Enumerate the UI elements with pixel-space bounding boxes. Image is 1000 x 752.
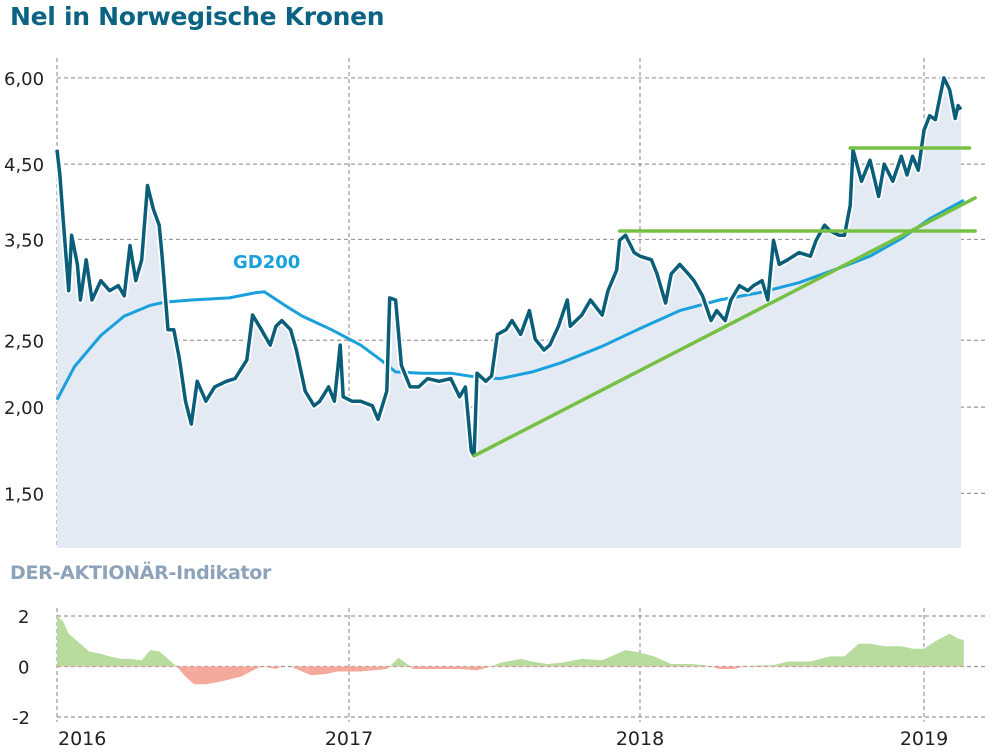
- x-tick-label: 2017: [325, 728, 373, 750]
- indicator-plot: [57, 616, 964, 685]
- gd200-line: [55, 198, 965, 401]
- price-area: [57, 77, 961, 549]
- y-tick-label: 2,50: [4, 331, 44, 352]
- chart-title: Nel in Norwegische Kronen: [10, 2, 385, 31]
- indicator-y-tick-label: 2: [18, 607, 29, 628]
- main-plot: [53, 74, 977, 549]
- x-tick-label: 2019: [900, 728, 948, 750]
- x-tick-label: 2016: [58, 728, 106, 750]
- indicator-title: DER-AKTIONÄR-Indikator: [10, 562, 272, 584]
- axis-labels: 6,00 4,50 3,50 2,50 2,00 1,50 2 0 -2 2016 2017 2018…: [4, 69, 948, 750]
- indicator-negative-area: [57, 666, 964, 685]
- y-tick-label: 2,00: [4, 398, 44, 419]
- indicator-y-tick-label: -2: [12, 708, 30, 729]
- x-tick-label: 2018: [616, 728, 664, 750]
- y-tick-label: 1,50: [4, 484, 44, 505]
- y-tick-label: 6,00: [4, 69, 44, 90]
- indicator-positive-area: [57, 616, 964, 666]
- y-tick-label: 3,50: [4, 230, 44, 251]
- trendline-line: [472, 196, 977, 458]
- gd200-label: GD200: [233, 252, 300, 273]
- indicator-y-tick-label: 0: [18, 658, 29, 679]
- y-tick-label: 4,50: [4, 155, 44, 176]
